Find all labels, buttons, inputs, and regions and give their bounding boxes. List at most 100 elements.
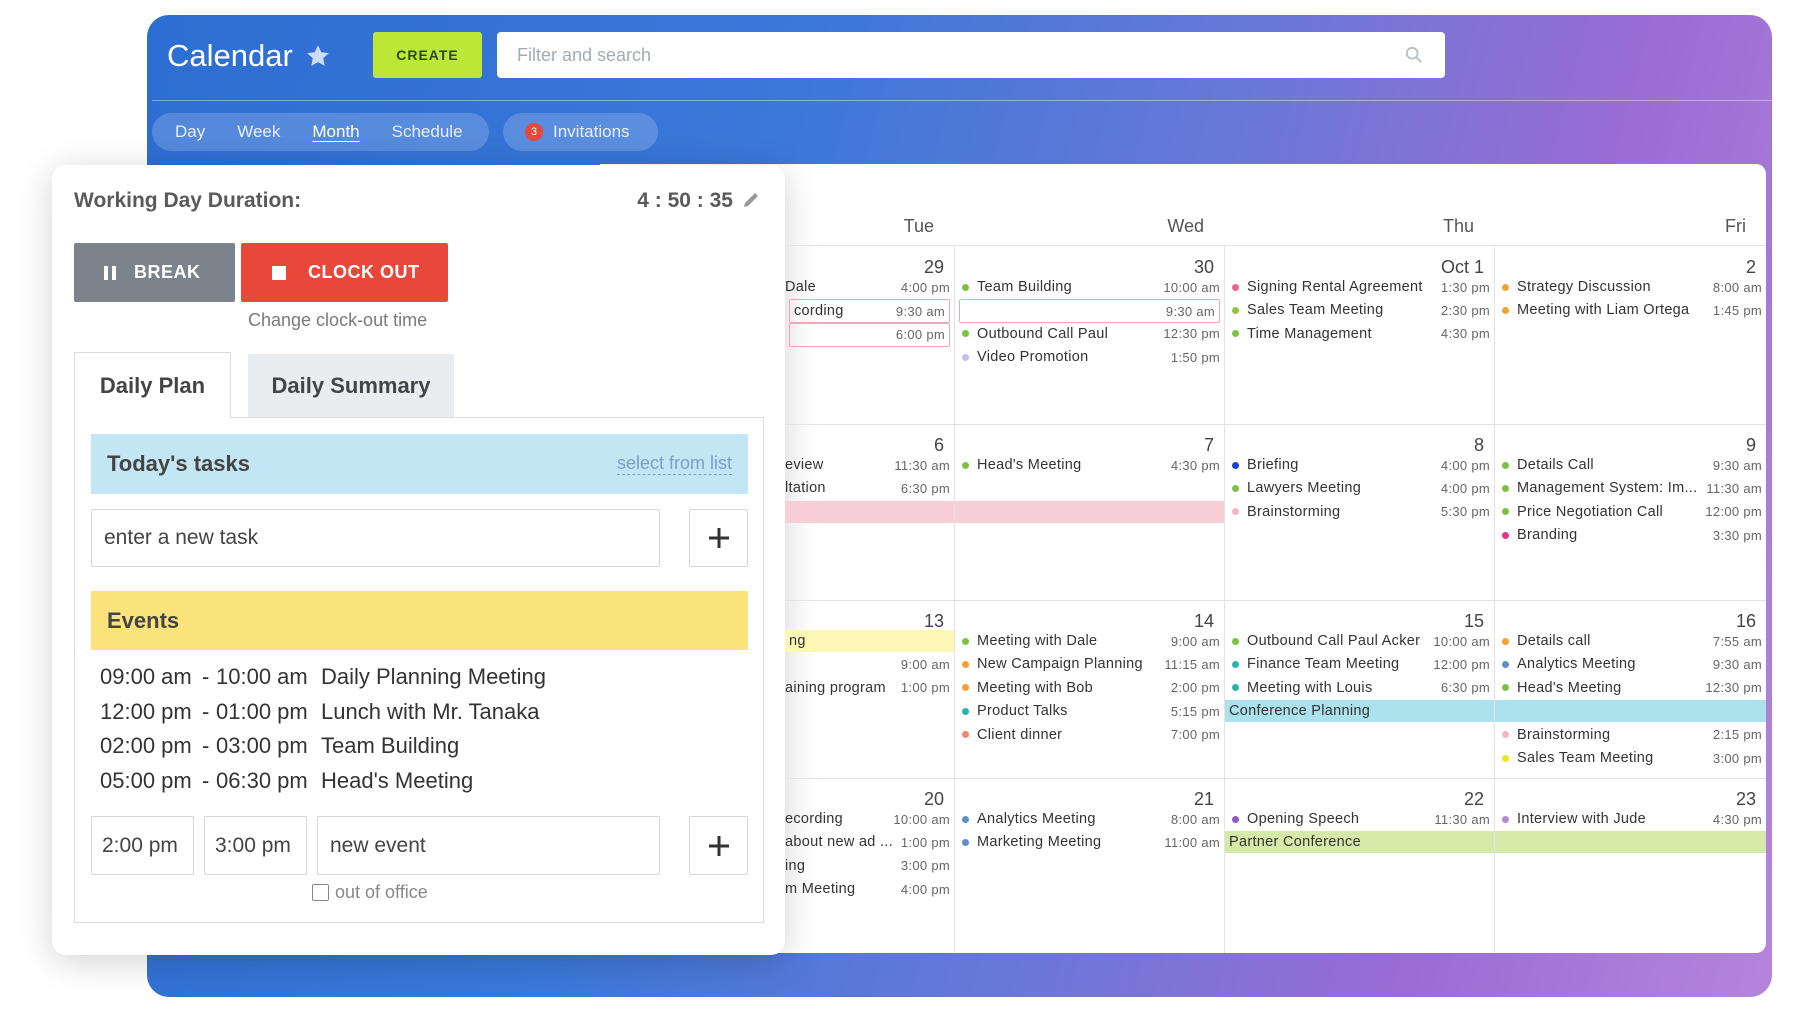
event-title: Brainstorming (1247, 503, 1341, 520)
star-icon[interactable] (305, 43, 331, 69)
calendar-event[interactable]: Sales Team Meeting 3:00 pm (1499, 747, 1762, 769)
clock-out-button[interactable]: CLOCK OUT (241, 243, 448, 302)
calendar-event[interactable]: Meeting with Liam Ortega 1:45 pm (1499, 299, 1762, 321)
event-title: Meeting with Louis (1247, 679, 1373, 696)
invitation-badge: 3 (525, 123, 543, 141)
calendar-event[interactable]: Team Building 10:00 am (959, 276, 1220, 298)
event-time: 9:30 am (1712, 457, 1762, 473)
event-start: 09:00 am (100, 664, 192, 689)
calendar-event[interactable]: m Meeting 4:00 pm (785, 878, 950, 900)
event-title: Team Building (321, 733, 460, 758)
checkbox[interactable] (312, 883, 329, 901)
task-input[interactable]: enter a new task (91, 509, 660, 567)
edit-icon[interactable] (741, 190, 761, 210)
calendar-event[interactable]: Strategy Discussion 8:00 am (1499, 276, 1762, 298)
event-time: 4:30 pm (1712, 811, 1762, 827)
calendar-event[interactable]: New Campaign Planning 11:15 am (959, 653, 1220, 675)
calendar-event[interactable]: Briefing 4:00 pm (1229, 454, 1490, 476)
calendar-event[interactable]: Conference Planning (1225, 700, 1494, 723)
event-dot (962, 283, 969, 291)
calendar-event[interactable]: ng (785, 630, 954, 652)
calendar-event[interactable]: Brainstorming 5:30 pm (1229, 501, 1490, 523)
calendar-event[interactable] (955, 500, 1224, 523)
calendar-event[interactable]: Details Call 9:30 am (1499, 454, 1762, 476)
add-event-button[interactable] (689, 816, 748, 875)
event-dot (962, 815, 969, 823)
calendar-event[interactable]: Meeting with Bob 2:00 pm (959, 677, 1220, 699)
calendar-event[interactable]: Outbound Call Paul Acker 10:00 am (1229, 630, 1490, 652)
event-dot (1232, 461, 1239, 469)
view-tab[interactable]: Week (237, 122, 281, 141)
calendar-event[interactable]: Product Talks 5:15 pm (959, 700, 1220, 722)
calendar-event[interactable]: Time Management 4:30 pm (1229, 323, 1490, 345)
break-button[interactable]: BREAK (74, 243, 235, 302)
view-tab[interactable]: Schedule (391, 122, 463, 141)
change-clock-out-link[interactable]: Change clock-out time (248, 309, 428, 330)
calendar-event[interactable]: Meeting with Dale 9:00 am (959, 630, 1220, 652)
calendar-event[interactable]: Opening Speech 11:30 am (1229, 808, 1490, 830)
event-time: 1:45 pm (1712, 302, 1762, 318)
calendar-event[interactable] (785, 500, 954, 523)
calendar-event[interactable] (1495, 700, 1766, 723)
out-of-office-option[interactable]: out of office (312, 879, 428, 905)
invitations-button[interactable]: 3 Invitations (503, 113, 658, 151)
event-title: ecording (785, 811, 844, 827)
view-tab[interactable]: Month (312, 122, 360, 141)
calendar-event[interactable]: Finance Team Meeting 12:00 pm (1229, 653, 1490, 675)
calendar-event[interactable]: Branding 3:30 pm (1499, 524, 1762, 546)
calendar-event[interactable]: Marketing Meeting 11:00 am (959, 831, 1220, 853)
calendar-event[interactable]: Head's Meeting 12:30 pm (1499, 677, 1762, 699)
calendar-event[interactable]: ecording 10:00 am (785, 808, 950, 830)
plan-tab[interactable]: Daily Summary (248, 354, 454, 417)
calendar-event[interactable]: aining program 1:00 pm (785, 677, 950, 699)
calendar-event[interactable]: ltation 6:30 pm (785, 477, 950, 499)
calendar-event[interactable]: Partner Conference (1225, 831, 1494, 854)
calendar-event[interactable]: about new ad ... 1:00 pm (785, 831, 950, 853)
plan-tab[interactable]: Daily Plan (74, 352, 231, 418)
search-input[interactable]: Filter and search (497, 32, 1445, 78)
calendar-event[interactable]: Management System: Im... 11:30 am (1499, 477, 1762, 499)
event-title-input[interactable]: new event (317, 816, 660, 875)
end-time-input[interactable]: 3:00 pm (204, 816, 307, 875)
calendar-event[interactable]: eview 11:30 am (785, 454, 950, 476)
calendar-event[interactable]: 6:00 pm (789, 322, 950, 347)
calendar-event[interactable]: Dale 4:00 pm (785, 276, 950, 298)
event-title: Meeting with Dale (977, 633, 1098, 649)
view-tab[interactable]: Day (175, 122, 206, 141)
event-time: 4:00 pm (1440, 457, 1490, 473)
tasks-title: Today's tasks (107, 451, 250, 476)
calendar-event[interactable]: Video Promotion 1:50 pm (959, 346, 1220, 368)
calendar-event[interactable]: Outbound Call Paul 12:30 pm (959, 323, 1220, 345)
event-title: Client dinner (977, 726, 1063, 743)
event-title: Time Management (1247, 325, 1372, 342)
calendar-event[interactable] (1495, 831, 1766, 854)
event-separator: - (202, 664, 210, 689)
event-dot (962, 330, 969, 338)
event-dot (962, 707, 969, 715)
calendar-event[interactable]: Interview with Jude 4:30 pm (1499, 808, 1762, 830)
calendar-event[interactable]: Client dinner 7:00 pm (959, 724, 1220, 746)
calendar-event[interactable]: Brainstorming 2:15 pm (1499, 724, 1762, 746)
calendar-event[interactable]: Meeting with Louis 6:30 pm (1229, 677, 1490, 699)
calendar-event[interactable]: Sales Team Meeting 2:30 pm (1229, 299, 1490, 321)
add-task-button[interactable] (689, 509, 748, 567)
event-dot (1502, 815, 1509, 823)
event-dot (1502, 731, 1509, 739)
calendar-event[interactable]: ing 3:00 pm (785, 855, 950, 877)
create-button[interactable]: CREATE (373, 32, 482, 78)
calendar-event[interactable]: Lawyers Meeting 4:00 pm (1229, 477, 1490, 499)
calendar-event[interactable]: Signing Rental Agreement 1:30 pm (1229, 276, 1490, 298)
event-time: 4:30 pm (1170, 457, 1220, 473)
calendar-event[interactable]: cording 9:30 am (789, 299, 950, 324)
grid-line (785, 424, 1766, 425)
select-from-list-link[interactable]: select from list (616, 453, 732, 475)
calendar-event[interactable]: Head's Meeting 4:30 pm (959, 454, 1220, 476)
start-time-input[interactable]: 2:00 pm (91, 816, 194, 875)
calendar-event[interactable]: 9:00 am (785, 653, 950, 675)
calendar-event[interactable]: Details call 7:55 am (1499, 630, 1762, 652)
calendar-event[interactable]: 9:30 am (959, 299, 1220, 324)
calendar-event[interactable]: Analytics Meeting 9:30 am (1499, 653, 1762, 675)
event-title: Conference Planning (1229, 703, 1371, 720)
calendar-event[interactable]: Analytics Meeting 8:00 am (959, 808, 1220, 830)
calendar-event[interactable]: Price Negotiation Call 12:00 pm (1499, 501, 1762, 523)
